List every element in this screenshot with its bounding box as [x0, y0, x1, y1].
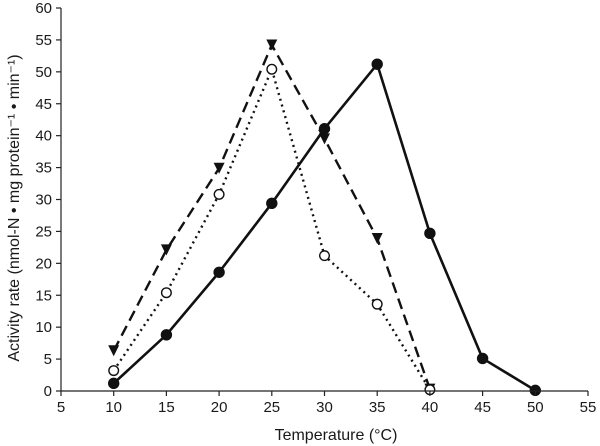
y-tick-label: 45: [35, 96, 52, 113]
x-tick-label: 35: [369, 399, 386, 416]
y-tick-label: 35: [35, 160, 52, 177]
series-dotted: [108, 63, 436, 396]
x-tick-label: 25: [263, 399, 280, 416]
data-point-filled-circle: [424, 227, 436, 240]
y-tick-label: 40: [35, 128, 52, 145]
y-tick-label: 55: [35, 32, 52, 49]
series-layer: [108, 39, 541, 397]
x-tick-label: 15: [158, 399, 175, 416]
y-tick-label: 0: [44, 383, 52, 400]
series-line-dashed: [112, 43, 432, 390]
y-axis-title: Activity rate (nmol-N • mg protein⁻¹ • m…: [6, 54, 23, 361]
x-tick-label: 45: [474, 399, 491, 416]
data-point-open-circle: [266, 63, 278, 75]
y-tick-label: 25: [35, 223, 52, 240]
data-point-filled-circle: [266, 197, 278, 210]
series-line-solid: [112, 62, 536, 392]
y-tick-label: 5: [44, 351, 52, 368]
data-point-filled-circle: [476, 352, 489, 365]
data-point-triangle-down: [108, 345, 120, 357]
data-point-triangle-down: [213, 162, 225, 174]
data-point-triangle-down: [160, 244, 172, 256]
x-axis-title: Temperature (°C): [275, 427, 398, 444]
y-tick-label: 50: [35, 64, 52, 81]
data-point-open-circle: [108, 365, 120, 377]
y-tick-label: 15: [35, 287, 52, 304]
data-point-filled-circle: [108, 377, 120, 390]
y-tick-label: 60: [35, 0, 52, 17]
data-point-filled-circle: [213, 266, 225, 278]
x-tick-label: 55: [580, 399, 597, 416]
y-tick-label: 30: [35, 192, 52, 209]
x-tick-label: 10: [105, 399, 122, 416]
x-tick-label: 20: [211, 399, 228, 416]
data-point-filled-circle: [160, 329, 173, 341]
data-point-open-circle: [371, 298, 383, 310]
y-tick-label: 10: [35, 319, 52, 336]
data-point-triangle-down: [371, 232, 383, 244]
series-solid: [108, 58, 541, 397]
x-tick-label: 40: [422, 399, 439, 416]
data-point-triangle-down: [266, 39, 278, 51]
y-tick-label: 20: [35, 255, 52, 272]
data-point-open-circle: [213, 188, 225, 200]
data-point-filled-circle: [371, 58, 383, 70]
data-point-triangle-down: [319, 133, 330, 145]
data-point-open-circle: [160, 287, 172, 299]
x-tick-label: 50: [527, 399, 544, 416]
data-point-open-circle: [319, 250, 331, 262]
series-line-dotted: [112, 68, 431, 391]
x-tick-label: 5: [57, 399, 65, 416]
x-tick-label: 30: [316, 399, 333, 416]
